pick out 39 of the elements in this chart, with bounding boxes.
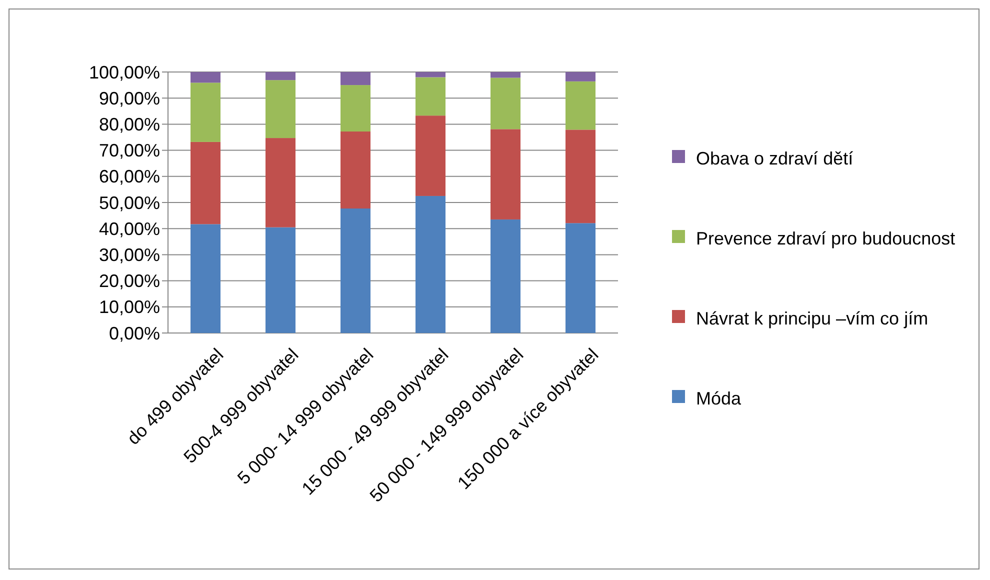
y-tick-label: 0,00% [108, 323, 160, 344]
legend-label: Návrat k principu –vím co jím [696, 308, 928, 328]
bar [190, 72, 220, 83]
bar [490, 72, 520, 78]
bar [190, 142, 220, 224]
bar [190, 82, 220, 142]
bar [566, 81, 596, 130]
y-tick-label: 100,00% [88, 62, 160, 82]
bar [416, 116, 446, 196]
y-tick-label: 30,00% [98, 245, 160, 265]
bar [566, 72, 596, 82]
y-tick-label: 90,00% [98, 88, 160, 108]
y-tick-label: 20,00% [98, 271, 160, 292]
y-tick-label: 40,00% [98, 218, 160, 239]
legend-label: Prevence zdraví pro budoucnost [696, 228, 956, 248]
bar [266, 72, 296, 80]
bar [566, 130, 596, 224]
legend-label: Móda [696, 388, 742, 408]
bar [340, 208, 370, 333]
bar [416, 196, 446, 333]
bar [340, 132, 370, 209]
bar [266, 227, 296, 333]
bar [340, 85, 370, 132]
bar [490, 219, 520, 333]
y-tick-label: 50,00% [98, 192, 160, 213]
y-tick-label: 60,00% [98, 166, 160, 187]
bar [416, 72, 446, 78]
bar [566, 223, 596, 333]
y-tick-label: 10,00% [98, 297, 160, 318]
y-tick-label: 70,00% [98, 140, 160, 161]
bar [490, 78, 520, 130]
bar [266, 80, 296, 138]
bar [190, 224, 220, 333]
legend-label: Obava o zdraví dětí [696, 148, 854, 168]
bar [340, 72, 370, 86]
y-tick-label: 80,00% [98, 114, 160, 134]
bar [416, 77, 446, 116]
bar [266, 138, 296, 228]
bar [490, 129, 520, 220]
